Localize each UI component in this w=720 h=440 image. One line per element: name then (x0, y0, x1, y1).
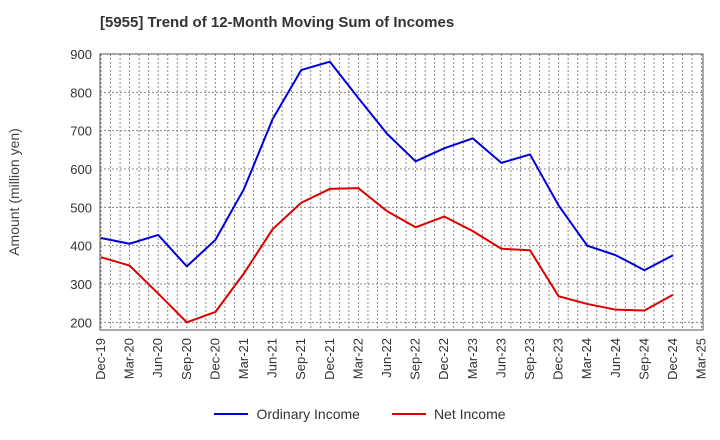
x-tick-label: Dec-19 (93, 338, 108, 380)
legend-item-ordinary-income: Ordinary Income (214, 406, 360, 422)
x-tick-label: Jun-24 (608, 338, 623, 378)
x-tick-label: Mar-21 (236, 338, 251, 379)
x-tick-label: Mar-23 (465, 338, 480, 379)
y-tick-label: 300 (70, 277, 92, 292)
x-tick-label: Mar-20 (122, 338, 137, 379)
legend-item-net-income: Net Income (391, 406, 506, 422)
legend-label-ordinary-income: Ordinary Income (256, 406, 360, 422)
x-tick-label: Sep-23 (522, 338, 537, 380)
x-tick-label: Mar-22 (350, 338, 365, 379)
grid (100, 53, 703, 330)
x-tick-label: Jun-22 (379, 338, 394, 378)
x-tick-label: Sep-20 (179, 338, 194, 380)
x-tick-label: Sep-21 (293, 338, 308, 380)
plot-area (100, 54, 703, 330)
y-tick-label: 200 (70, 315, 92, 330)
plot-frame (99, 53, 704, 331)
x-tick-label: Mar-25 (694, 338, 709, 379)
y-tick-label: 900 (70, 47, 92, 62)
y-axis-label: Amount (million yen) (6, 128, 22, 256)
x-tick-label: Dec-24 (665, 338, 680, 380)
series-lines (100, 60, 674, 324)
y-tick-label: 800 (70, 85, 92, 100)
x-tick-label: Jun-21 (265, 338, 280, 378)
x-tick-label: Mar-24 (579, 338, 594, 379)
x-tick-label: Jun-23 (493, 338, 508, 378)
legend-label-net-income: Net Income (433, 406, 506, 422)
y-tick-label: 700 (70, 124, 92, 139)
legend: Ordinary Income Net Income (0, 406, 720, 422)
series-line-ordinary-income (100, 60, 674, 272)
x-tick-label: Dec-23 (551, 338, 566, 380)
x-tick-label: Jun-20 (150, 338, 165, 378)
x-tick-label: Dec-20 (207, 338, 222, 380)
legend-swatch-ordinary-income (214, 413, 249, 415)
series-line-net-income (100, 187, 674, 324)
x-tick-label: Dec-21 (322, 338, 337, 380)
x-tick-label: Sep-22 (408, 338, 423, 380)
x-axis-ticks: Dec-19 Mar-20 Jun-20 Sep-20 Dec-20 Mar-21 Jun-… (93, 338, 709, 380)
legend-swatch-net-income (391, 413, 426, 415)
y-tick-label: 600 (70, 162, 92, 177)
chart-title: [5955] Trend of 12-Month Moving Sum of I… (100, 14, 455, 31)
y-axis-ticks: 200 300 400 500 600 700 800 900 (70, 47, 92, 330)
x-tick-label: Sep-24 (636, 338, 651, 380)
y-tick-label: 400 (70, 239, 92, 254)
x-tick-label: Dec-22 (436, 338, 451, 380)
y-tick-label: 500 (70, 200, 92, 215)
